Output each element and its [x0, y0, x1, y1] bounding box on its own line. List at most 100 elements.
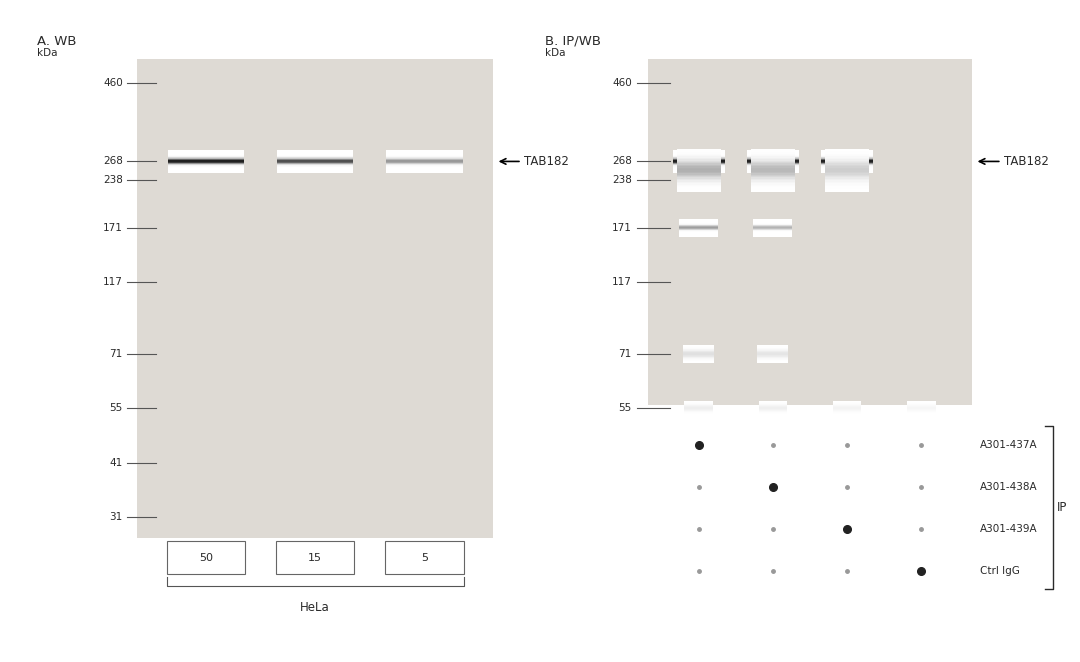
Text: 31: 31: [109, 512, 123, 522]
Text: A301-438A: A301-438A: [981, 482, 1038, 492]
Bar: [676, 173, 720, 175]
Bar: [825, 155, 869, 156]
Bar: [751, 166, 795, 167]
Text: HeLa: HeLa: [300, 601, 330, 614]
Text: IP: IP: [1057, 501, 1067, 514]
Bar: [751, 160, 795, 161]
Text: 5: 5: [421, 553, 428, 563]
Text: A301-437A: A301-437A: [981, 440, 1038, 449]
Bar: [676, 154, 720, 155]
Bar: [676, 185, 720, 186]
Bar: [751, 156, 795, 158]
Bar: [751, 162, 795, 164]
Text: Ctrl IgG: Ctrl IgG: [981, 566, 1020, 576]
Bar: [751, 179, 795, 180]
Bar: [751, 155, 795, 156]
Bar: [751, 181, 795, 183]
Bar: [825, 186, 869, 187]
Text: 268: 268: [103, 156, 123, 166]
Bar: [825, 180, 869, 181]
Bar: [751, 158, 795, 160]
Bar: [751, 165, 795, 166]
Text: 55: 55: [619, 403, 632, 414]
Text: 71: 71: [109, 349, 123, 359]
Bar: [676, 152, 720, 154]
Bar: [825, 162, 869, 164]
Bar: [676, 166, 720, 167]
Bar: [825, 172, 869, 173]
Bar: [676, 176, 720, 177]
Bar: [825, 179, 869, 180]
Bar: [825, 152, 869, 154]
Bar: [676, 165, 720, 166]
Text: A301-439A: A301-439A: [981, 524, 1038, 534]
Text: 171: 171: [612, 222, 632, 233]
Bar: [751, 154, 795, 155]
Bar: [825, 166, 869, 167]
Bar: [676, 181, 720, 183]
Bar: [751, 151, 795, 152]
Bar: [676, 190, 720, 191]
Text: kDa: kDa: [545, 48, 566, 58]
Bar: [676, 151, 720, 152]
Text: 71: 71: [619, 349, 632, 359]
Text: 238: 238: [612, 175, 632, 185]
Bar: [751, 189, 795, 190]
Text: 41: 41: [109, 457, 123, 467]
Bar: [676, 189, 720, 190]
Bar: [751, 169, 795, 171]
Bar: [751, 186, 795, 187]
Bar: [275, 541, 354, 574]
Bar: [676, 164, 720, 165]
Bar: [825, 177, 869, 179]
Bar: [676, 167, 720, 169]
Bar: [825, 189, 869, 190]
Bar: [751, 161, 795, 162]
Bar: [166, 541, 245, 574]
Bar: [825, 176, 869, 177]
Bar: [751, 175, 795, 176]
Bar: [825, 158, 869, 160]
Bar: [676, 156, 720, 158]
Bar: [751, 187, 795, 189]
Bar: [751, 177, 795, 179]
Bar: [825, 151, 869, 152]
Text: 268: 268: [612, 156, 632, 166]
Text: 55: 55: [109, 403, 123, 414]
Bar: [676, 169, 720, 171]
Text: kDa: kDa: [37, 48, 57, 58]
Bar: [676, 186, 720, 187]
Bar: [751, 164, 795, 165]
Text: TAB182: TAB182: [1004, 155, 1050, 168]
Bar: [676, 161, 720, 162]
Bar: [676, 158, 720, 160]
Bar: [648, 59, 972, 405]
Bar: [825, 160, 869, 161]
Bar: [676, 155, 720, 156]
Text: 15: 15: [308, 553, 322, 563]
Bar: [751, 167, 795, 169]
Text: 460: 460: [612, 78, 632, 88]
Bar: [825, 187, 869, 189]
Bar: [751, 183, 795, 185]
Text: 50: 50: [199, 553, 213, 563]
Text: 117: 117: [612, 277, 632, 287]
Bar: [825, 167, 869, 169]
Bar: [676, 160, 720, 161]
Text: 117: 117: [103, 277, 123, 287]
Bar: [676, 177, 720, 179]
Bar: [676, 162, 720, 164]
Text: TAB182: TAB182: [524, 155, 569, 168]
Bar: [825, 173, 869, 175]
Bar: [751, 176, 795, 177]
Bar: [825, 181, 869, 183]
Bar: [825, 165, 869, 166]
Bar: [751, 180, 795, 181]
Bar: [825, 185, 869, 186]
Bar: [676, 187, 720, 189]
Text: 460: 460: [103, 78, 123, 88]
Bar: [676, 183, 720, 185]
Bar: [751, 173, 795, 175]
Bar: [386, 541, 463, 574]
Bar: [676, 179, 720, 180]
